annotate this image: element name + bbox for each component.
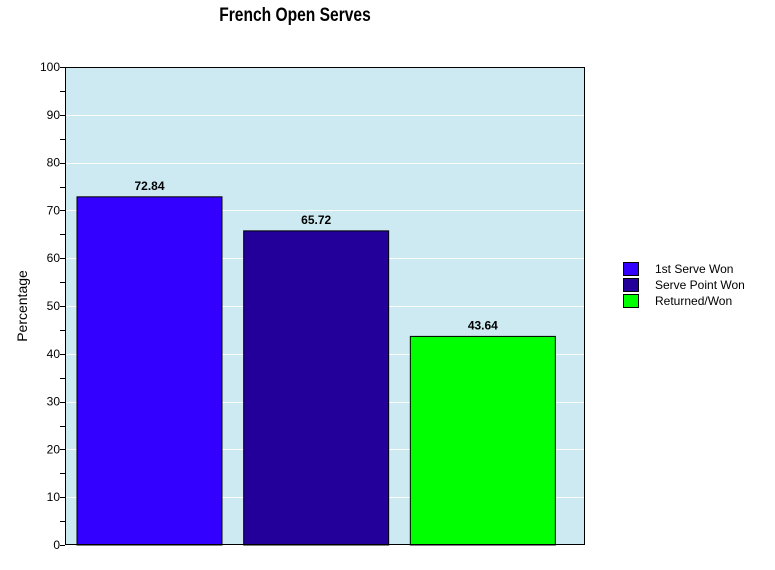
y-tick-label: 30 <box>47 395 61 409</box>
chart-title: French Open Serves <box>219 5 371 26</box>
legend-swatch <box>623 294 639 308</box>
legend-swatch <box>623 278 639 292</box>
legend-label: Serve Point Won <box>655 278 745 292</box>
y-tick-label: 40 <box>47 347 61 361</box>
y-tick-label: 20 <box>47 442 61 456</box>
legend-label: 1st Serve Won <box>655 262 733 276</box>
legend: 1st Serve Won Serve Point Won Returned/Won <box>623 262 745 308</box>
legend-swatch <box>623 262 639 276</box>
bar-1st-serve-won <box>76 196 223 546</box>
data-label: 72.84 <box>134 179 164 193</box>
legend-label: Returned/Won <box>655 294 732 308</box>
y-tick-label: 60 <box>47 251 61 265</box>
y-tick-label: 80 <box>47 156 61 170</box>
bars <box>76 196 556 546</box>
bar-serve-point-won <box>243 230 390 546</box>
data-labels: 72.84 65.72 43.64 <box>134 179 498 333</box>
y-tick-label: 10 <box>47 490 61 504</box>
bar-returned-won <box>409 335 556 546</box>
data-label: 65.72 <box>301 213 331 227</box>
y-axis: 0 10 20 30 40 50 60 70 80 90 100 <box>40 60 65 552</box>
data-label: 43.64 <box>468 318 498 332</box>
plot-frame <box>65 67 585 545</box>
y-tick-label: 100 <box>40 60 60 74</box>
y-tick-label: 90 <box>47 108 61 122</box>
y-axis-label: Percentage <box>14 270 30 342</box>
y-tick-label: 50 <box>47 299 61 313</box>
y-tick-label: 70 <box>47 203 61 217</box>
y-tick-label: 0 <box>53 538 60 552</box>
